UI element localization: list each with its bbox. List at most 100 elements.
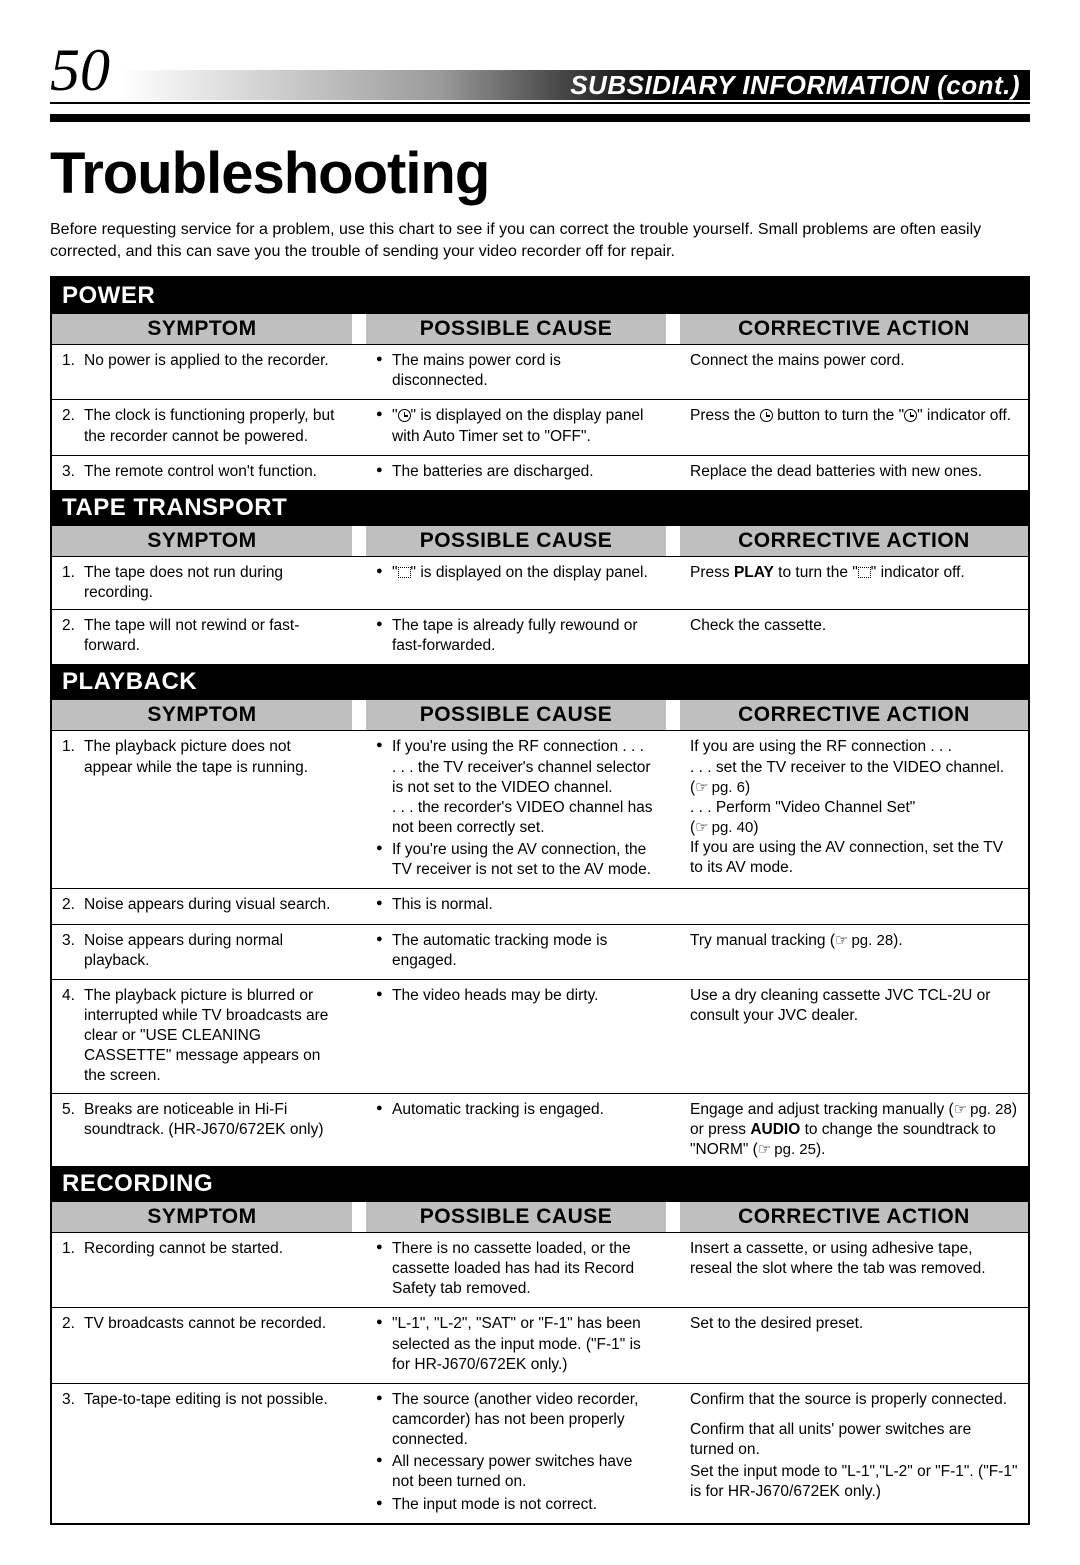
timer-icon	[904, 409, 917, 422]
col-header-action: CORRECTIVE ACTION	[680, 526, 1028, 556]
main-title: Troubleshooting	[50, 140, 1030, 207]
symptom-cell: 2. Noise appears during visual search.	[52, 889, 352, 923]
symptom-text: Tape-to-tape editing is not possible.	[84, 1390, 342, 1517]
symptom-cell: 1. The tape does not run during recordin…	[52, 557, 352, 609]
col-header-action: CORRECTIVE ACTION	[680, 1202, 1028, 1232]
cause-item: The video heads may be dirty.	[376, 986, 656, 1006]
record-pause-icon	[858, 567, 871, 578]
action-cell: Replace the dead batteries with new ones…	[680, 456, 1028, 490]
cause-item: "" is displayed on the display panel.	[376, 563, 656, 583]
col-header-symptom: SYMPTOM	[52, 526, 352, 556]
cause-cell: If you're using the RF connection . . ..…	[366, 731, 666, 888]
symptom-number: 3.	[62, 931, 84, 973]
timer-icon	[398, 409, 411, 422]
symptom-text: Recording cannot be started.	[84, 1239, 342, 1301]
symptom-cell: 2. The tape will not rewind or fast-forw…	[52, 610, 352, 664]
symptom-cell: 2. TV broadcasts cannot be recorded.	[52, 1308, 352, 1382]
table-row: 2. The tape will not rewind or fast-forw…	[52, 609, 1028, 664]
col-header-cause: POSSIBLE CAUSE	[366, 1202, 666, 1232]
symptom-number: 2.	[62, 1314, 84, 1376]
cause-cell: This is normal.	[366, 889, 666, 923]
cause-item: All necessary power switches have not be…	[376, 1452, 656, 1492]
table-row: 1. Recording cannot be started. There is…	[52, 1232, 1028, 1307]
symptom-cell: 5. Breaks are noticeable in Hi-Fi soundt…	[52, 1094, 352, 1166]
cause-cell: "" is displayed on the display panel.	[366, 557, 666, 609]
cause-cell: Automatic tracking is engaged.	[366, 1094, 666, 1166]
cause-item: The mains power cord is disconnected.	[376, 351, 656, 391]
action-cell: Press the button to turn the "" indicato…	[680, 400, 1028, 454]
action-cell: Press PLAY to turn the "" indicator off.	[680, 557, 1028, 609]
action-cell: Engage and adjust tracking manually (pg.…	[680, 1094, 1028, 1166]
symptom-number: 3.	[62, 1390, 84, 1517]
table-row: 5. Breaks are noticeable in Hi-Fi soundt…	[52, 1093, 1028, 1166]
symptom-cell: 1. Recording cannot be started.	[52, 1233, 352, 1307]
cause-item: The automatic tracking mode is engaged.	[376, 931, 656, 971]
symptom-text: Noise appears during visual search.	[84, 895, 342, 917]
section-header-recording: RECORDING	[52, 1166, 1028, 1202]
column-headers: SYMPTOM POSSIBLE CAUSE CORRECTIVE ACTION	[52, 700, 1028, 730]
symptom-number: 2.	[62, 895, 84, 917]
cause-cell: The tape is already fully rewound or fas…	[366, 610, 666, 664]
table-row: 1. No power is applied to the recorder. …	[52, 344, 1028, 399]
troubleshoot-table: POWER SYMPTOM POSSIBLE CAUSE CORRECTIVE …	[50, 276, 1030, 1524]
action-cell: Connect the mains power cord.	[680, 345, 1028, 399]
intro-text: Before requesting service for a problem,…	[50, 219, 1030, 262]
action-cell: Set to the desired preset.	[680, 1308, 1028, 1382]
symptom-text: The tape does not run during recording.	[84, 563, 342, 603]
table-row: 2. The clock is functioning properly, bu…	[52, 399, 1028, 454]
table-row: 2. TV broadcasts cannot be recorded. "L-…	[52, 1307, 1028, 1382]
col-header-cause: POSSIBLE CAUSE	[366, 314, 666, 344]
col-header-symptom: SYMPTOM	[52, 1202, 352, 1232]
thick-rule	[50, 114, 1030, 122]
symptom-cell: 4. The playback picture is blurred or in…	[52, 980, 352, 1093]
symptom-cell: 3. Tape-to-tape editing is not possible.	[52, 1384, 352, 1523]
header-bar: 50 SUBSIDIARY INFORMATION (cont.)	[50, 40, 1030, 104]
table-row: 3. Tape-to-tape editing is not possible.…	[52, 1383, 1028, 1523]
col-header-cause: POSSIBLE CAUSE	[366, 526, 666, 556]
symptom-number: 1.	[62, 737, 84, 882]
col-header-action: CORRECTIVE ACTION	[680, 314, 1028, 344]
cause-cell: The mains power cord is disconnected.	[366, 345, 666, 399]
table-row: 1. The playback picture does not appear …	[52, 730, 1028, 888]
symptom-number: 1.	[62, 1239, 84, 1301]
page-number: 50	[50, 40, 110, 100]
action-cell: Try manual tracking (pg. 28).	[680, 925, 1028, 979]
cause-item: "" is displayed on the display panel wit…	[376, 406, 656, 446]
symptom-cell: 3. The remote control won't function.	[52, 456, 352, 490]
cause-cell: "" is displayed on the display panel wit…	[366, 400, 666, 454]
symptom-number: 2.	[62, 406, 84, 448]
action-cell: Use a dry cleaning cassette JVC TCL-2U o…	[680, 980, 1028, 1093]
column-headers: SYMPTOM POSSIBLE CAUSE CORRECTIVE ACTION	[52, 314, 1028, 344]
symptom-cell: 1. The playback picture does not appear …	[52, 731, 352, 888]
table-row: 3. Noise appears during normal playback.…	[52, 924, 1028, 979]
col-header-symptom: SYMPTOM	[52, 314, 352, 344]
symptom-text: TV broadcasts cannot be recorded.	[84, 1314, 342, 1376]
cause-cell: The video heads may be dirty.	[366, 980, 666, 1093]
table-row: 2. Noise appears during visual search. T…	[52, 888, 1028, 923]
column-headers: SYMPTOM POSSIBLE CAUSE CORRECTIVE ACTION	[52, 1202, 1028, 1232]
symptom-text: No power is applied to the recorder.	[84, 351, 342, 393]
table-row: 4. The playback picture is blurred or in…	[52, 979, 1028, 1093]
cause-cell: There is no cassette loaded, or the cass…	[366, 1233, 666, 1307]
cause-item: If you're using the RF connection . . ..…	[376, 737, 656, 838]
table-row: 1. The tape does not run during recordin…	[52, 556, 1028, 609]
record-pause-icon	[398, 567, 411, 578]
symptom-text: Breaks are noticeable in Hi-Fi soundtrac…	[84, 1100, 342, 1160]
symptom-number: 2.	[62, 616, 84, 658]
symptom-number: 5.	[62, 1100, 84, 1160]
action-cell: Check the cassette.	[680, 610, 1028, 664]
col-header-symptom: SYMPTOM	[52, 700, 352, 730]
cause-item: If you're using the AV connection, the T…	[376, 840, 656, 880]
column-headers: SYMPTOM POSSIBLE CAUSE CORRECTIVE ACTION	[52, 526, 1028, 556]
action-cell	[680, 889, 1028, 923]
table-row: 3. The remote control won't function. Th…	[52, 455, 1028, 490]
cause-cell: The batteries are discharged.	[366, 456, 666, 490]
cause-item: The batteries are discharged.	[376, 462, 656, 482]
timer-icon	[760, 409, 773, 422]
symptom-text: The clock is functioning properly, but t…	[84, 406, 342, 448]
col-header-cause: POSSIBLE CAUSE	[366, 700, 666, 730]
cause-item: The input mode is not correct.	[376, 1495, 656, 1515]
symptom-text: Noise appears during normal playback.	[84, 931, 342, 973]
symptom-cell: 1. No power is applied to the recorder.	[52, 345, 352, 399]
cause-item: This is normal.	[376, 895, 656, 915]
